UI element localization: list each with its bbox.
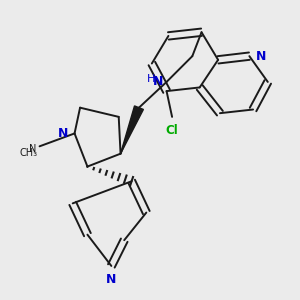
Text: CH₃: CH₃ <box>20 148 38 158</box>
Text: H: H <box>146 74 155 84</box>
Text: Cl: Cl <box>166 124 178 136</box>
Text: N: N <box>28 144 36 154</box>
Text: N: N <box>106 273 116 286</box>
Text: N: N <box>58 127 68 140</box>
Text: N: N <box>256 50 266 63</box>
Text: N: N <box>152 75 163 88</box>
Polygon shape <box>121 106 143 154</box>
